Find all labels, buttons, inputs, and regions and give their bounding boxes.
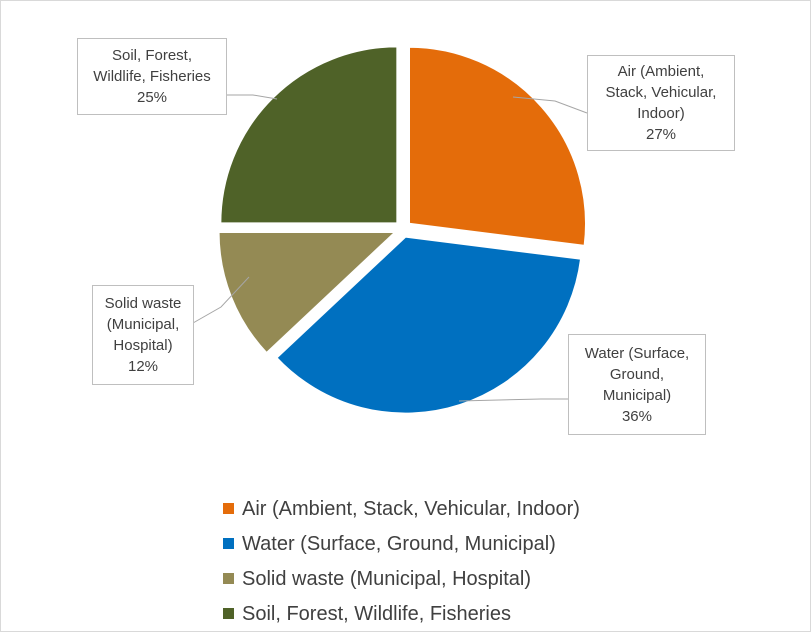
data-label-soil: Soil, Forest, Wildlife, Fisheries 25% xyxy=(77,38,227,115)
legend-item-water: Water (Surface, Ground, Municipal) xyxy=(223,526,580,561)
legend-label-solid-waste: Solid waste (Municipal, Hospital) xyxy=(242,567,532,590)
pie-slice-soil xyxy=(219,45,399,225)
legend-item-soil: Soil, Forest, Wildlife, Fisheries xyxy=(223,596,580,631)
legend-swatch-air xyxy=(223,503,234,514)
legend-swatch-water xyxy=(223,538,234,549)
leader-line-air xyxy=(512,96,588,114)
legend-swatch-solid-waste xyxy=(223,573,234,584)
pie-slice-water xyxy=(275,235,583,415)
leader-line-water xyxy=(458,398,568,402)
data-label-solid-waste: Solid waste (Municipal, Hospital) 12% xyxy=(92,285,194,385)
pie-slice-solid-waste xyxy=(217,230,399,355)
legend-label-water: Water (Surface, Ground, Municipal) xyxy=(242,532,556,555)
data-label-water: Water (Surface, Ground, Municipal) 36% xyxy=(568,334,706,435)
legend-item-solid-waste: Solid waste (Municipal, Hospital) xyxy=(223,561,580,596)
data-label-air: Air (Ambient, Stack, Vehicular, Indoor) … xyxy=(587,55,735,151)
legend-item-air: Air (Ambient, Stack, Vehicular, Indoor) xyxy=(223,491,580,526)
leader-line-solid-waste xyxy=(192,276,250,324)
legend-label-air: Air (Ambient, Stack, Vehicular, Indoor) xyxy=(242,497,580,520)
legend-swatch-soil xyxy=(223,608,234,619)
leader-line-soil xyxy=(227,94,278,100)
legend: Air (Ambient, Stack, Vehicular, Indoor) … xyxy=(223,491,580,631)
legend-label-soil: Soil, Forest, Wildlife, Fisheries xyxy=(242,602,511,625)
pie-slice-air xyxy=(408,45,587,248)
